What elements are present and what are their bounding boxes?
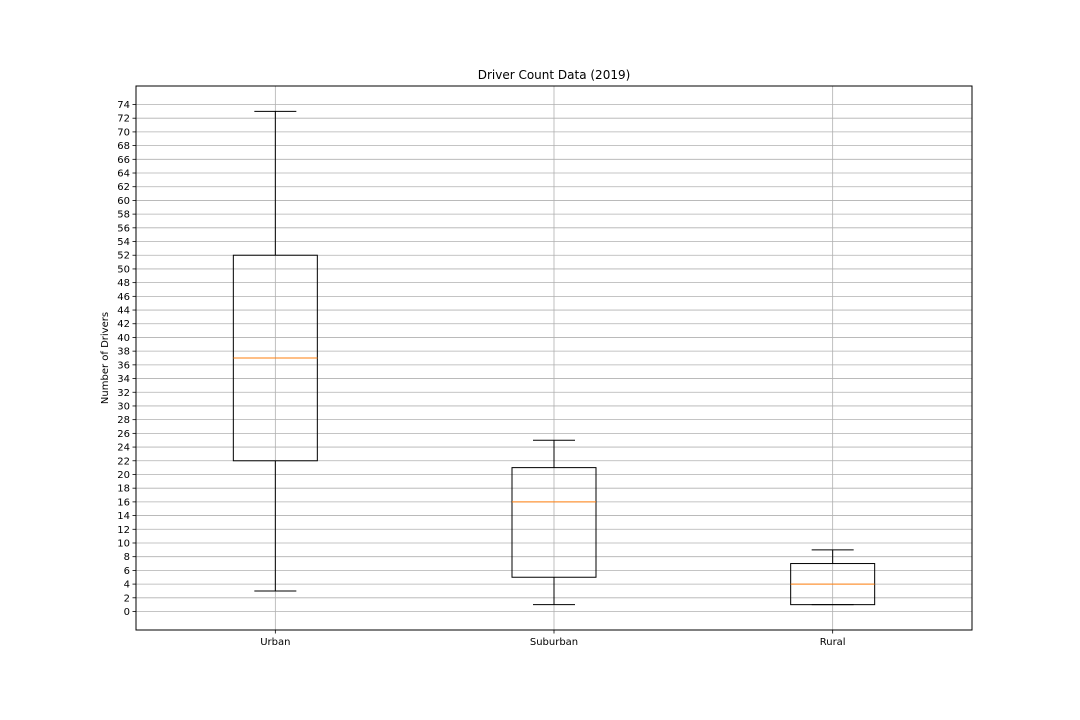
y-tick-label: 2 <box>124 593 130 604</box>
y-tick-label: 40 <box>117 333 130 344</box>
y-tick-label: 18 <box>117 484 130 495</box>
y-tick-label: 42 <box>117 319 130 330</box>
y-tick-label: 12 <box>117 525 130 536</box>
axis-ticks: 0246810121416182022242628303234363840424… <box>117 100 845 648</box>
y-tick-label: 6 <box>124 566 130 577</box>
y-tick-label: 20 <box>117 470 130 481</box>
y-tick-label: 24 <box>117 443 130 454</box>
y-tick-label: 66 <box>117 155 130 166</box>
y-tick-label: 36 <box>117 360 130 371</box>
y-tick-label: 4 <box>124 580 130 591</box>
y-tick-label: 14 <box>117 511 130 522</box>
y-tick-label: 16 <box>117 497 130 508</box>
boxes <box>232 110 876 606</box>
y-tick-label: 48 <box>117 278 130 289</box>
y-tick-label: 32 <box>117 388 130 399</box>
y-tick-label: 28 <box>117 415 130 426</box>
y-tick-label: 52 <box>117 251 130 262</box>
y-tick-label: 58 <box>117 210 130 221</box>
y-tick-label: 0 <box>124 607 130 618</box>
y-tick-label: 44 <box>117 306 130 317</box>
y-tick-label: 72 <box>117 114 130 125</box>
x-tick-label-rural: Rural <box>820 637 846 648</box>
y-tick-label: 54 <box>117 237 130 248</box>
y-tick-label: 46 <box>117 292 130 303</box>
y-tick-label: 68 <box>117 141 130 152</box>
y-tick-label: 30 <box>117 401 130 412</box>
y-tick-label: 26 <box>117 429 130 440</box>
box-urban <box>232 110 318 592</box>
chart-title: Driver Count Data (2019) <box>478 68 631 82</box>
y-tick-label: 22 <box>117 456 130 467</box>
x-tick-label-suburban: Suburban <box>530 637 578 648</box>
y-tick-label: 74 <box>117 100 130 111</box>
box-rural <box>790 549 876 606</box>
y-tick-label: 64 <box>117 169 130 180</box>
y-tick-label: 60 <box>117 196 130 207</box>
box-suburban <box>511 439 597 606</box>
x-tick-label-urban: Urban <box>260 637 290 648</box>
y-axis-label: Number of Drivers <box>100 312 111 404</box>
y-tick-label: 8 <box>124 552 130 563</box>
y-tick-label: 50 <box>117 264 130 275</box>
y-tick-label: 34 <box>117 374 130 385</box>
y-tick-label: 38 <box>117 347 130 358</box>
y-tick-label: 70 <box>117 127 130 138</box>
y-tick-label: 62 <box>117 182 130 193</box>
y-tick-label: 56 <box>117 223 130 234</box>
y-tick-label: 10 <box>117 538 130 549</box>
iqr-box-suburban <box>511 467 597 578</box>
